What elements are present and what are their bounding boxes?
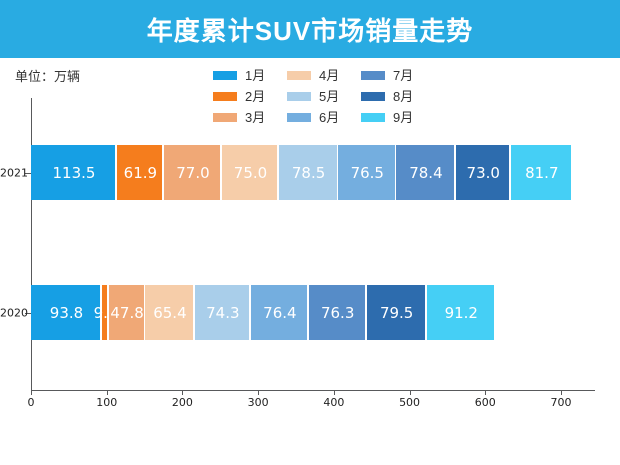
bar-segment-label: 61.9 bbox=[123, 163, 158, 182]
bar-segment-label: 93.8 bbox=[49, 303, 84, 322]
legend-item: 9月 bbox=[361, 110, 413, 125]
bar-segment-label: 76.5 bbox=[350, 163, 384, 182]
legend-swatch bbox=[287, 113, 311, 122]
bar-segment bbox=[455, 145, 510, 200]
x-tick-label: 500 bbox=[399, 396, 421, 409]
bar-segment-label: 73.0 bbox=[466, 163, 500, 182]
legend-item: 6月 bbox=[287, 110, 339, 125]
bar-segment bbox=[31, 285, 101, 340]
bar-segment-label: 77.0 bbox=[176, 163, 210, 182]
bar-segment bbox=[194, 285, 250, 340]
bar-segment-label: 81.7 bbox=[525, 163, 559, 182]
legend-swatch bbox=[361, 71, 385, 80]
bar-segment bbox=[163, 145, 221, 200]
legend-swatch bbox=[287, 71, 311, 80]
x-tick bbox=[561, 391, 562, 395]
legend-item-label: 2月 bbox=[245, 89, 266, 104]
bar-segment-label: 75.0 bbox=[233, 163, 268, 182]
legend-item-label: 3月 bbox=[245, 110, 266, 125]
legend-item: 8月 bbox=[361, 89, 413, 104]
x-tick bbox=[106, 391, 108, 395]
bar-segment-label: 91.2 bbox=[444, 303, 478, 322]
bar-segment-label: 78.5 bbox=[291, 163, 326, 182]
bar-segment bbox=[145, 285, 194, 340]
category-label: 2020 bbox=[0, 306, 28, 319]
legend-item-label: 4月 bbox=[319, 68, 340, 83]
chart-title: 年度累计SUV市场销量走势 bbox=[146, 15, 474, 46]
legend-item-label: 8月 bbox=[393, 89, 414, 104]
bar-segment bbox=[278, 145, 337, 200]
bar-segment bbox=[510, 145, 572, 200]
x-tick bbox=[333, 391, 335, 395]
bar-segment-label: 65.4 bbox=[153, 303, 187, 322]
legend-swatch bbox=[287, 92, 311, 101]
bar-segment bbox=[102, 285, 108, 340]
legend-item: 4月 bbox=[287, 68, 339, 83]
category-tick bbox=[25, 312, 31, 314]
x-tick bbox=[182, 391, 184, 395]
legend-item: 7月 bbox=[361, 68, 413, 83]
x-tick-label: 400 bbox=[323, 396, 345, 409]
x-tick bbox=[485, 391, 487, 395]
legend-swatch bbox=[361, 113, 385, 122]
bar-segment bbox=[396, 145, 454, 200]
legend-swatch bbox=[213, 92, 237, 101]
bar-segment bbox=[308, 285, 365, 340]
x-tick-label: 100 bbox=[96, 396, 118, 409]
bar-segment bbox=[108, 285, 144, 340]
bar-segment bbox=[338, 145, 395, 200]
x-tick bbox=[258, 391, 260, 395]
legend-item-label: 5月 bbox=[319, 89, 340, 104]
legend-swatch bbox=[361, 92, 385, 101]
bar-segment bbox=[31, 145, 116, 200]
x-axis-line bbox=[31, 390, 595, 391]
bar-segment-label: 47.8 bbox=[110, 303, 144, 322]
x-tick-label: 200 bbox=[171, 396, 193, 409]
bar-segment bbox=[250, 285, 308, 340]
legend-item: 1月 bbox=[213, 68, 265, 83]
legend-item-label: 1月 bbox=[245, 68, 266, 83]
legend-item-label: 7月 bbox=[393, 68, 414, 83]
bar-segment-label: 74.3 bbox=[206, 303, 240, 322]
legend-item: 3月 bbox=[213, 110, 265, 125]
x-tick-label: 0 bbox=[27, 396, 35, 409]
legend-item: 5月 bbox=[287, 89, 339, 104]
bar-segment-label: 76.3 bbox=[320, 303, 355, 322]
legend-swatch bbox=[213, 113, 237, 122]
category-label: 2021 bbox=[0, 166, 28, 179]
bar-segment bbox=[222, 145, 278, 200]
legend-item: 2月 bbox=[213, 89, 265, 104]
legend-item-label: 6月 bbox=[319, 110, 340, 125]
category-tick bbox=[25, 172, 31, 174]
bar-segment bbox=[116, 145, 163, 200]
bar-segment-label: 79.5 bbox=[379, 303, 414, 322]
y-axis-line bbox=[31, 98, 32, 390]
title-banner: 年度累计SUV市场销量走势 bbox=[0, 0, 620, 58]
x-tick-label: 300 bbox=[247, 396, 269, 409]
bar-segment-label: 78.4 bbox=[409, 163, 443, 182]
legend: 1月 2月 3月 4月 5月 6月 7月 8月 9月 bbox=[213, 68, 463, 132]
bar-segment bbox=[426, 285, 495, 340]
x-tick-label: 700 bbox=[550, 396, 572, 409]
x-tick bbox=[31, 391, 32, 395]
bar-segment-label: 76.4 bbox=[263, 303, 297, 322]
bar-segment-label: 113.5 bbox=[52, 163, 96, 182]
x-tick-label: 600 bbox=[474, 396, 496, 409]
x-tick bbox=[409, 391, 411, 395]
legend-swatch bbox=[213, 71, 237, 80]
legend-item-label: 9月 bbox=[393, 110, 414, 125]
bar-segment bbox=[366, 285, 426, 340]
unit-label: 单位：万辆 bbox=[15, 69, 81, 84]
